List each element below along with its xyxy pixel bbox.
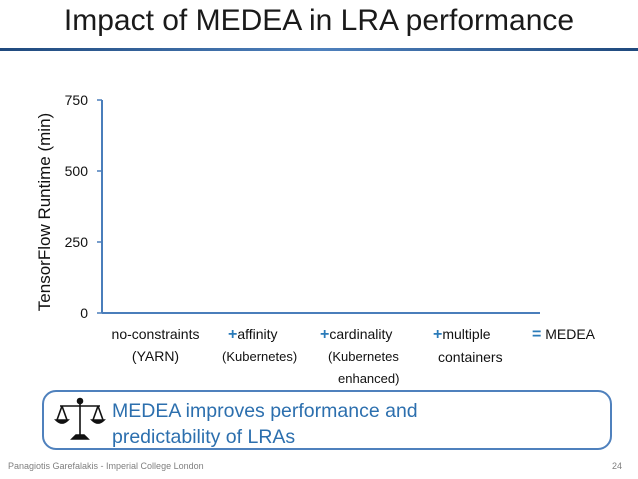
category-name: affinity	[237, 326, 278, 342]
callout-line-1: MEDEA improves performance and	[112, 400, 418, 422]
equals-sign: =	[532, 326, 542, 343]
category-name: cardinality	[329, 326, 393, 342]
category-sub: (Kubernetes)	[222, 349, 298, 364]
callout-box: MEDEA improves performance and predictab…	[42, 390, 612, 450]
category-label-affinity: +affinity (Kubernetes)	[222, 323, 298, 368]
footer-author: Panagiotis Garefalakis - Imperial Colleg…	[8, 461, 204, 471]
title-divider	[0, 48, 638, 51]
page-number: 24	[612, 461, 623, 471]
category-name: multiple	[442, 326, 491, 342]
callout-line-2: predictability of LRAs	[112, 426, 296, 448]
plus-sign: +	[320, 326, 330, 343]
title-bar: Impact of MEDEA in LRA performance	[0, 0, 638, 51]
category-label-multiple: +multiple containers	[433, 323, 503, 368]
callout-text: MEDEA improves performance and predictab…	[112, 398, 602, 450]
y-tick-label: 500	[65, 163, 89, 179]
y-tick-label: 0	[80, 305, 88, 321]
y-tick-label: 750	[65, 92, 89, 108]
category-label-cardinality: +cardinality (Kubernetes enhanced)	[320, 323, 399, 390]
category-name: no-constraints	[111, 326, 200, 342]
plus-sign: +	[433, 326, 443, 343]
category-label-no-constraints: no-constraints (YARN)	[98, 323, 213, 367]
category-sub: (Kubernetes	[328, 349, 399, 364]
slide-title: Impact of MEDEA in LRA performance	[63, 4, 575, 37]
plus-sign: +	[228, 326, 238, 343]
category-sub: containers	[438, 349, 503, 365]
scales-icon	[54, 397, 106, 440]
category-label-medea: = MEDEA	[532, 323, 595, 346]
category-sub-2: enhanced)	[338, 371, 400, 386]
y-axis-title: TensorFlow Runtime (min)	[35, 112, 54, 312]
category-name: MEDEA	[545, 326, 596, 342]
category-sub: (YARN)	[131, 348, 180, 364]
y-tick-label: 250	[65, 234, 89, 250]
